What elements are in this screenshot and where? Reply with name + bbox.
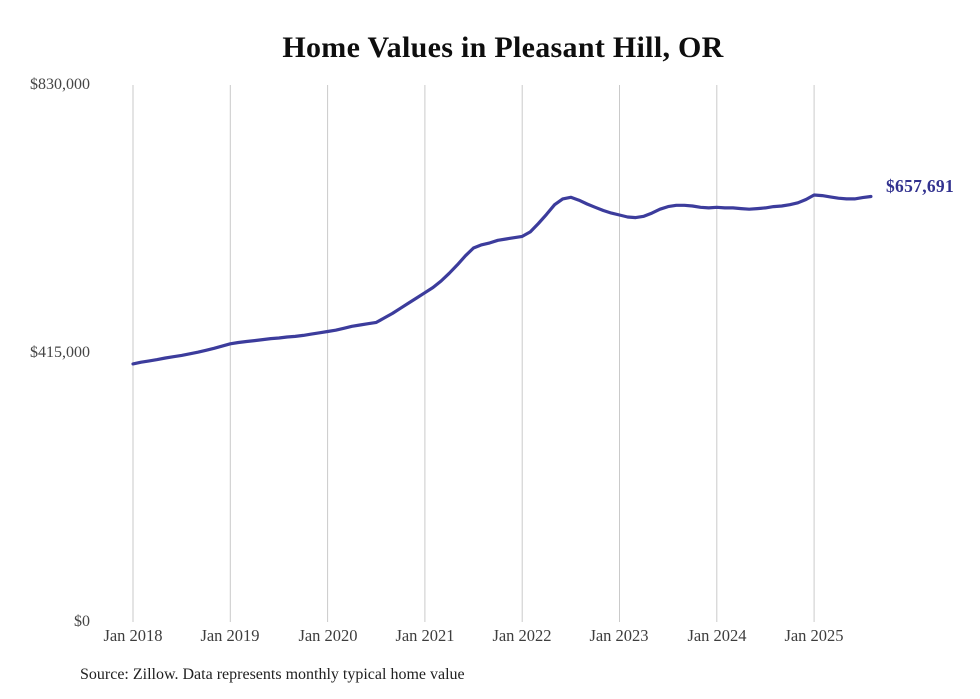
- x-axis-tick-jan-2024: Jan 2024: [687, 626, 747, 645]
- home-value-line: [131, 193, 873, 366]
- y-axis-tick-415000: $415,000: [30, 344, 90, 361]
- vertical-gridlines: [132, 85, 815, 622]
- x-axis-tick-jan-2023: Jan 2023: [589, 626, 649, 645]
- y-axis-tick-830000: $830,000: [30, 76, 90, 93]
- latest-value-label: $657,691: [886, 176, 955, 196]
- x-axis-tick-jan-2022: Jan 2022: [492, 626, 552, 645]
- x-axis-tick-jan-2019: Jan 2019: [200, 626, 260, 645]
- chart-title: Home Values in Pleasant Hill, OR: [282, 31, 724, 64]
- x-axis-tick-jan-2020: Jan 2020: [298, 626, 358, 645]
- x-axis-tick-jan-2018: Jan 2018: [103, 626, 163, 645]
- x-axis-tick-jan-2025: Jan 2025: [784, 626, 844, 645]
- y-axis-tick-0: $0: [74, 613, 90, 630]
- source-note: Source: Zillow. Data represents monthly …: [80, 666, 465, 683]
- x-axis-tick-jan-2021: Jan 2021: [395, 626, 455, 645]
